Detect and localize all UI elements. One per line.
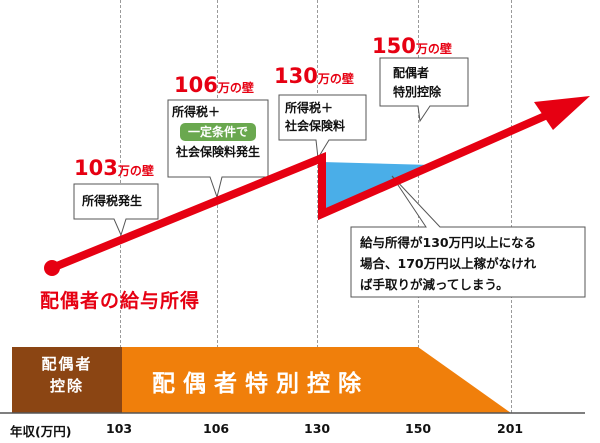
axis-tick-103: 103 [106,421,133,436]
callout-106-line3: 社会保険料発生 [175,145,260,159]
spousal-deduction-block [12,347,122,413]
wall-150-suffix: 万の壁 [415,42,452,56]
wall-106-suffix: 万の壁 [217,81,254,95]
wall-103-suffix: 万の壁 [117,164,154,178]
wall-130-value: 130 [274,64,318,88]
axis-tick-106: 106 [203,421,230,436]
axis-title: 年収(万円) [10,424,72,439]
income-start-dot [44,260,60,276]
gridline-130 [317,0,318,413]
special-deduction-label: 配偶者特別控除 [152,371,369,397]
callout-130-line2: 社会保険料 [285,119,346,133]
income-arrowhead [534,96,590,130]
wall-150-value: 150 [372,34,416,58]
gridline-201 [511,0,512,413]
note-line2: 場合、170万円以上稼がなけれ [360,256,537,271]
wall-103-value: 103 [74,156,118,180]
note-line3: ば手取りが減ってしまう。 [360,277,509,292]
spousal-deduction-label: 配偶者 控除 [12,353,122,397]
wall-title-150: 150万の壁 [372,36,452,57]
callout-130-text: 所得税＋ 社会保険料 [285,99,345,135]
note-bubble [350,175,586,298]
note-text: 給与所得が130万円以上になる 場合、170万円以上稼がなけれ ば手取りが減って… [360,232,536,295]
income-label: 配偶者の給与所得 [40,290,201,312]
callout-130-line1: 所得税＋ [285,101,334,115]
wall-106-value: 106 [174,73,218,97]
axis-tick-130: 130 [304,421,331,436]
callout-103-text: 所得税発生 [82,194,143,208]
spousal-deduction-line1: 配偶者 [41,355,93,373]
callout-150-bubble [379,57,469,123]
wall-title-106: 106万の壁 [174,75,254,96]
callout-103-bubble [73,183,159,237]
note-line1: 給与所得が130万円以上になる [360,235,537,250]
gridline-106 [217,0,218,413]
wall-title-103: 103万の壁 [74,158,154,179]
income-line [50,112,547,272]
wall-title-130: 130万の壁 [274,66,354,87]
spousal-deduction-line2: 控除 [49,377,84,395]
special-deduction-band [122,347,511,413]
callout-106-line1: 所得税＋ [172,105,221,119]
axis-tick-150: 150 [405,421,432,436]
callout-150-line2: 特別控除 [393,85,442,99]
axis-tick-201: 201 [497,421,524,436]
callout-106-condition-tag: 一定条件で [179,123,256,141]
callout-150-line1: 配偶者 [393,66,430,80]
callout-130-bubble [278,94,367,160]
callout-150-text: 配偶者 特別控除 [393,64,441,102]
callout-106-text: 所得税＋ 一定条件で 社会保険料発生 [168,103,268,161]
wall-130-suffix: 万の壁 [317,72,354,86]
